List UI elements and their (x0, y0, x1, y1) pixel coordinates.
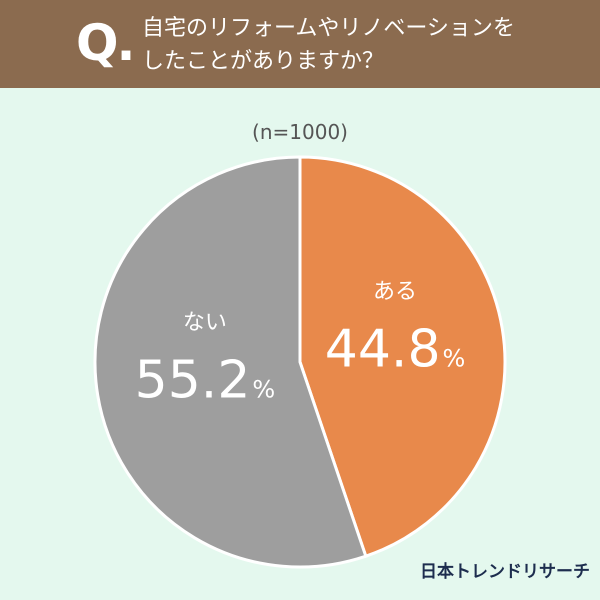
question-header: Q. 自宅のリフォームやリノベーションを したことがありますか？ (0, 0, 600, 88)
question-text: 自宅のリフォームやリノベーションを したことがありますか？ (142, 12, 582, 78)
slice-label-nai: ない (183, 311, 227, 336)
sample-size: (n=1000) (252, 120, 348, 144)
slice-value-aru: 44.8% (325, 319, 466, 379)
brand-logo: 日本トレンドリサーチ (420, 562, 590, 582)
pie-slice-aru (298, 155, 507, 559)
pie-slice-nai (93, 155, 368, 569)
question-line-1: 自宅のリフォームやリノベーションを (142, 16, 515, 41)
question-line-2: したことがありますか？ (142, 49, 385, 74)
slice-value-nai: 55.2% (135, 351, 276, 411)
slice-label-aru: ある (373, 279, 417, 304)
question-marker: Q. (76, 14, 135, 72)
